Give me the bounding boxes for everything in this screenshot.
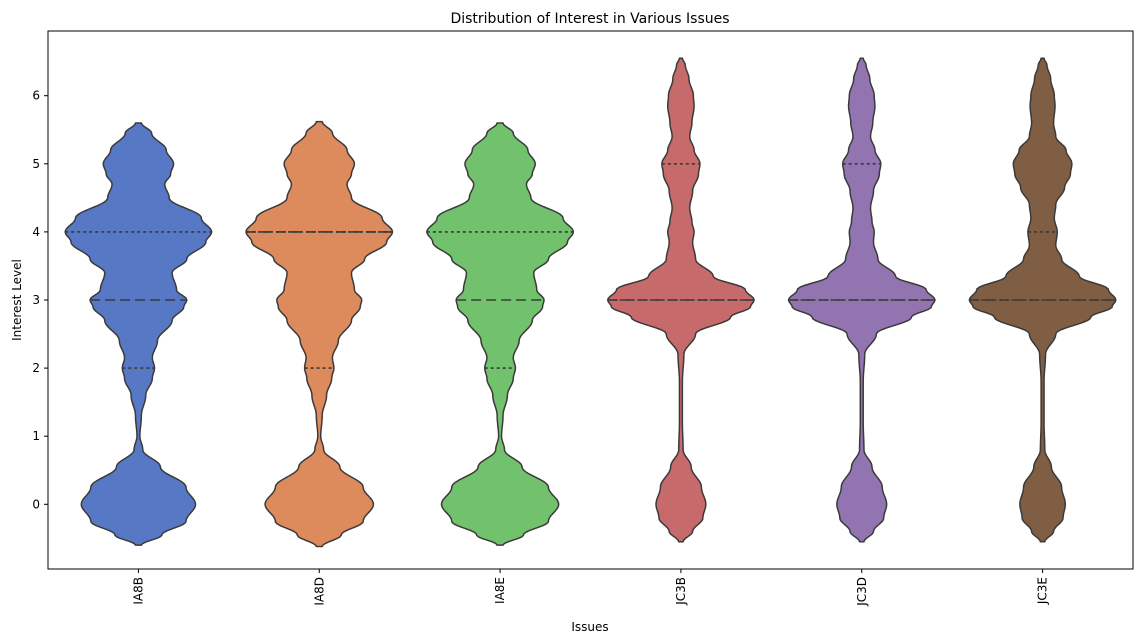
violin-ia8e <box>426 122 575 546</box>
violin-ia8b <box>64 122 213 546</box>
y-tick-label-4: 4 <box>32 225 40 239</box>
x-tick-label-ia8b: IA8B <box>131 577 145 605</box>
y-axis: 0 1 2 3 4 5 6 <box>32 89 48 511</box>
quartile-lines-layer <box>65 163 1116 369</box>
x-tick-label-jc3b: JC3B <box>674 577 688 606</box>
x-tick-label-ia8e: IA8E <box>493 577 507 604</box>
y-tick-label-3: 3 <box>32 293 40 307</box>
chart-title: Distribution of Interest in Various Issu… <box>450 11 729 27</box>
x-axis-title: Issues <box>571 620 608 634</box>
y-tick-label-1: 1 <box>32 429 40 443</box>
x-tick-label-jc3e: JC3E <box>1036 577 1050 605</box>
x-tick-label-ia8d: IA8D <box>312 577 326 606</box>
y-tick-label-2: 2 <box>32 361 40 375</box>
y-tick-label-0: 0 <box>32 497 40 511</box>
y-tick-label-5: 5 <box>32 157 40 171</box>
y-tick-label-6: 6 <box>32 89 40 103</box>
x-axis: IA8B IA8D IA8E JC3B JC3D JC3E <box>131 569 1050 607</box>
violins-layer <box>64 57 1117 548</box>
x-tick-label-jc3d: JC3D <box>855 577 869 607</box>
y-axis-title: Interest Level <box>10 259 24 341</box>
violin-ia8d <box>245 120 394 548</box>
